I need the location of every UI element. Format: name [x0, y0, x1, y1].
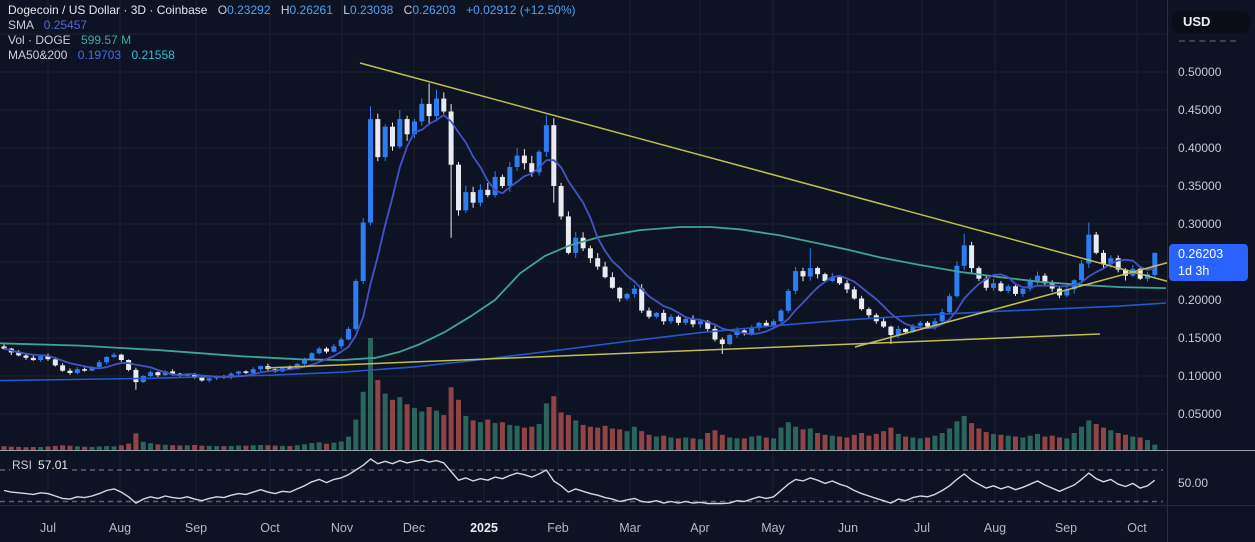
sma-label: SMA [8, 18, 34, 32]
rsi-curve [3, 458, 1156, 505]
volume-value: 599.57 M [81, 33, 132, 47]
price-tick-label: 0.40000 [1178, 141, 1222, 155]
volume-bars-layer [1, 338, 1158, 450]
time-axis-label: 2025 [470, 521, 498, 535]
time-axis-label: Aug [109, 521, 131, 535]
time-axis-label: Dec [403, 521, 425, 535]
close-label: C [403, 3, 413, 17]
price-tick-label: 0.30000 [1178, 217, 1222, 231]
time-axis-border [0, 505, 1255, 506]
time-axis-label: Sep [185, 521, 207, 535]
currency-button[interactable]: USD [1172, 11, 1250, 33]
time-axis-label: May [761, 521, 785, 535]
price-tick-label: 0.50000 [1178, 65, 1222, 79]
high-value: 0.26261 [289, 3, 333, 17]
ma200-value: 0.21558 [131, 48, 175, 62]
time-axis[interactable]: Jul Aug Sep Oct Nov Dec 2025 Feb Mar Apr May Jun Jul… [40, 521, 1147, 535]
price-chart[interactable]: Jul Aug Sep Oct Nov Dec 2025 Feb Mar Apr May Jun Jul… [0, 0, 1167, 542]
price-axis[interactable]: USD 0.50000 0.45000 0.40000 0.35000 0.30000 0… [1167, 0, 1255, 542]
sma-line [3, 114, 1155, 379]
ma200-line [0, 226, 1167, 361]
rsi-value: 57.01 [38, 458, 69, 472]
rsi-legend-row[interactable]: RSI 57.01 [10, 458, 73, 472]
time-axis-label: Sep [1055, 521, 1077, 535]
time-axis-label: Jul [40, 521, 56, 535]
axis-dashes [1179, 40, 1236, 42]
time-axis-label: Apr [690, 521, 709, 535]
rsi-pane [0, 458, 1163, 505]
open-value: 0.23292 [227, 3, 271, 17]
chart-plot-area: Jul Aug Sep Oct Nov Dec 2025 Feb Mar Apr May Jun Jul… [0, 0, 1167, 542]
ma-label: MA50&200 [8, 48, 68, 62]
open-label: O [217, 3, 228, 17]
price-tick-label: 0.45000 [1178, 103, 1222, 117]
time-axis-label: Mar [619, 521, 641, 535]
bar-countdown: 1d 3h [1178, 264, 1210, 278]
price-tick-label: 0.20000 [1178, 293, 1222, 307]
ma50-line [0, 302, 1167, 382]
sma-legend-row[interactable]: SMA 0.25457 [8, 18, 576, 33]
price-tick-label: 0.15000 [1178, 331, 1222, 345]
low-label: L [343, 3, 350, 17]
ma-legend-row[interactable]: MA50&200 0.19703 0.21558 [8, 48, 576, 63]
price-tick-label: 0.35000 [1178, 179, 1222, 193]
current-price: 0.26203 [1178, 247, 1224, 261]
time-axis-label: Oct [1127, 521, 1147, 535]
sma-value: 0.25457 [43, 18, 88, 32]
ma50-value: 0.19703 [77, 48, 122, 62]
low-value: 0.23038 [349, 3, 394, 17]
time-axis-label: Jun [838, 521, 858, 535]
rsi-label: RSI [12, 458, 33, 472]
volume-label: Vol · DOGE [8, 33, 71, 47]
price-tick-label: 0.10000 [1178, 369, 1222, 383]
chart-legend: Dogecoin / US Dollar · 3D · Coinbase O0.… [8, 3, 576, 63]
change-value: +0.02912 (+12.50%) [466, 3, 576, 17]
symbol-title: Dogecoin / US Dollar · 3D · Coinbase [8, 3, 208, 17]
candles-layer [1, 83, 1158, 390]
time-axis-label: Oct [260, 521, 280, 535]
time-axis-label: Nov [331, 521, 354, 535]
close-value: 0.26203 [412, 3, 456, 17]
pane-divider[interactable] [0, 450, 1255, 451]
time-axis-label: Jul [914, 521, 930, 535]
volume-legend-row[interactable]: Vol · DOGE 599.57 M [8, 33, 576, 48]
symbol-legend-row[interactable]: Dogecoin / US Dollar · 3D · Coinbase O0.… [8, 3, 576, 18]
time-axis-label: Aug [984, 521, 1006, 535]
current-price-badge: 0.26203 1d 3h [1169, 244, 1248, 281]
trendlines-layer[interactable] [264, 62, 1167, 369]
high-label: H [280, 3, 290, 17]
price-tick-label: 0.05000 [1178, 407, 1222, 421]
rsi-axis-label: 50.00 [1178, 476, 1209, 490]
time-axis-label: Feb [547, 521, 569, 535]
